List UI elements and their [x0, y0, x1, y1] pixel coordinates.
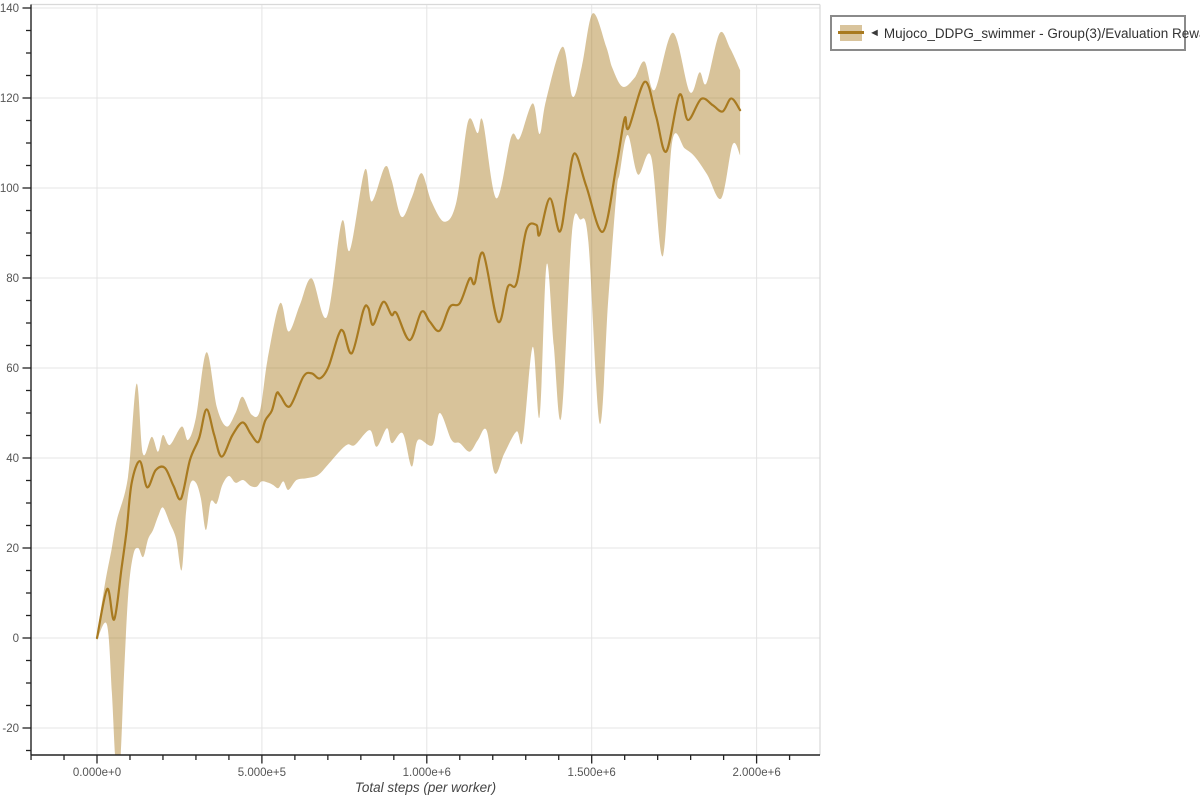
legend-item[interactable]: ◄ Mujoco_DDPG_swimmer - Group(3)/Evaluat…	[838, 25, 1200, 41]
y-tick-label: 120	[0, 93, 19, 105]
y-tick-label: 100	[0, 183, 19, 195]
x-tick-label: 1.000e+6	[403, 767, 451, 779]
reward-line	[95, 80, 742, 640]
x-tick-label: 1.500e+6	[568, 767, 616, 779]
y-tick-label: 140	[0, 3, 19, 15]
y-tick-label: -20	[2, 723, 19, 735]
reward-band	[97, 13, 741, 755]
left-triangle-icon: ◄	[869, 26, 880, 39]
plot-area	[95, 13, 742, 755]
y-tick-label: 80	[6, 273, 19, 285]
x-tick-label: 0.000e+0	[73, 767, 121, 779]
y-tick-label: 0	[13, 633, 19, 645]
x-tick-label: 2.000e+6	[732, 767, 780, 779]
x-tick-label: 5.000e+5	[238, 767, 286, 779]
legend-swatch-icon	[838, 25, 864, 41]
legend-label: Mujoco_DDPG_swimmer - Group(3)/Evaluatio…	[883, 25, 1200, 41]
y-tick-label: 60	[6, 363, 19, 375]
x-axis-title: Total steps (per worker)	[355, 780, 496, 795]
y-tick-label: 40	[6, 453, 19, 465]
y-tick-label: 20	[6, 543, 19, 555]
grid	[31, 4, 820, 755]
axes: 0.000e+0 5.000e+5 1.000e+6 1.500e+6 2.000e+6…	[0, 3, 820, 779]
legend: ◄ Mujoco_DDPG_swimmer - Group(3)/Evaluat…	[830, 15, 1200, 51]
